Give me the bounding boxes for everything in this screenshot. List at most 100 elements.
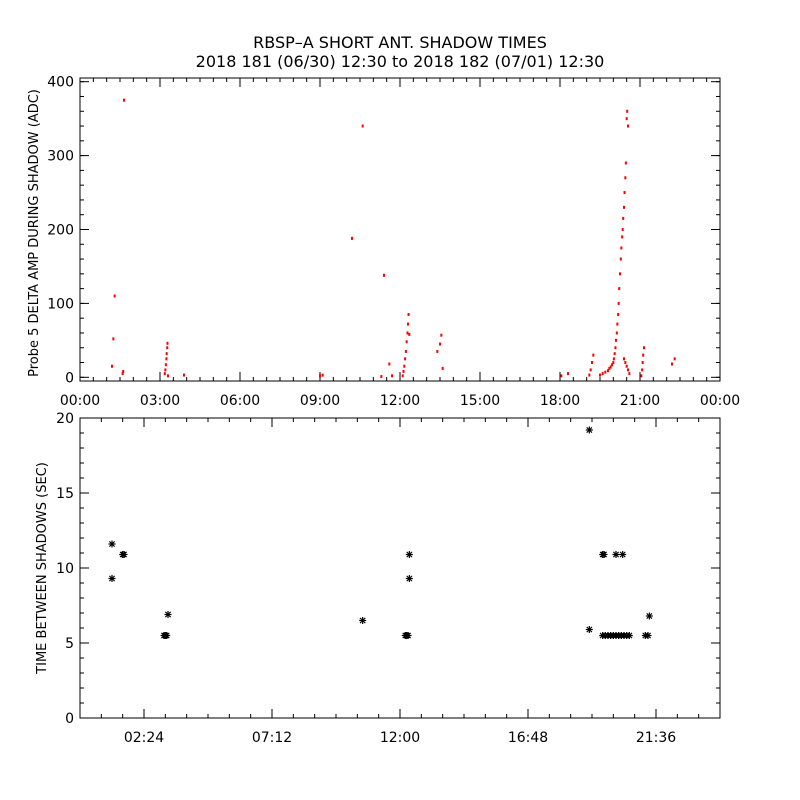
bottom-y-tick-label: 20	[56, 411, 74, 427]
top-data-point	[165, 357, 168, 361]
top-data-point	[405, 340, 408, 344]
top-data-point	[611, 363, 613, 367]
top-data-point	[625, 117, 628, 121]
top-data-point	[592, 353, 595, 357]
top-data-point	[624, 161, 627, 165]
top-data-point	[601, 372, 604, 376]
top-data-point	[612, 361, 615, 365]
top-data-point	[628, 372, 631, 376]
top-data-point	[407, 322, 409, 326]
top-data-point	[607, 369, 609, 373]
bottom-data-point	[405, 551, 413, 558]
top-data-point	[626, 109, 629, 113]
top-data-point	[608, 366, 611, 370]
bottom-data-point	[108, 540, 116, 548]
bottom-x-tick-label: 16:48	[508, 730, 548, 746]
bottom-x-tick-label: 12:00	[380, 730, 420, 746]
top-data-point	[404, 357, 407, 361]
top-data-point	[406, 331, 409, 335]
top-x-tick-label: 06:00	[220, 393, 260, 409]
top-panel-points	[111, 98, 676, 379]
top-data-point	[624, 361, 627, 365]
top-data-point	[616, 322, 619, 326]
top-data-point	[165, 352, 168, 356]
top-data-point	[404, 349, 407, 353]
top-data-point	[621, 228, 624, 231]
top-panel: 00:00 03:00 06:00 09:00 12:00 15:00 18:00 21:00…	[27, 75, 740, 409]
top-data-point	[622, 216, 625, 220]
bottom-data-point	[108, 575, 116, 582]
bottom-data-point	[164, 611, 172, 618]
top-data-point	[617, 312, 620, 316]
top-data-point	[391, 374, 393, 378]
top-data-point	[111, 364, 113, 368]
top-data-point	[615, 331, 618, 335]
top-data-point	[625, 364, 628, 368]
top-data-point	[112, 337, 115, 341]
top-data-point	[641, 361, 644, 365]
top-data-point	[609, 365, 612, 369]
bottom-data-point	[404, 632, 412, 639]
top-data-point	[621, 235, 624, 239]
top-data-point	[388, 362, 391, 366]
top-y-tick-label: 200	[47, 223, 74, 239]
bottom-panel-points	[108, 426, 653, 639]
top-data-point	[319, 374, 321, 378]
top-data-point	[164, 363, 167, 367]
top-data-point	[627, 124, 629, 128]
bottom-y-tick-label: 0	[65, 711, 74, 727]
top-y-tick-label: 300	[47, 149, 74, 165]
top-data-point	[640, 374, 643, 378]
top-data-point	[440, 333, 443, 337]
bottom-data-point	[612, 551, 620, 558]
top-x-tick-label: 18:00	[540, 393, 580, 409]
top-data-point	[617, 301, 620, 305]
top-data-point	[614, 346, 617, 350]
top-data-point	[163, 372, 166, 376]
top-data-point	[643, 346, 645, 350]
top-x-tick-label: 12:00	[380, 393, 420, 409]
bottom-data-point	[585, 626, 593, 633]
bottom-data-point	[600, 551, 608, 558]
bottom-y-tick-label: 15	[56, 486, 74, 502]
bottom-data-point	[619, 551, 627, 558]
bottom-data-point	[120, 551, 128, 558]
top-data-point	[321, 373, 324, 377]
top-data-point	[402, 369, 405, 373]
bottom-data-point	[644, 632, 652, 639]
top-data-point	[641, 368, 644, 372]
bottom-data-point	[359, 617, 367, 624]
bottom-y-tick-label: 5	[65, 636, 74, 652]
top-y-tick-label: 0	[65, 370, 74, 386]
top-data-point	[627, 368, 629, 372]
top-data-point	[620, 246, 623, 250]
top-data-point	[612, 357, 615, 361]
bottom-y-tick-label: 10	[56, 561, 74, 577]
top-data-point	[113, 294, 116, 298]
top-y-axis-label: Probe 5 DELTA AMP DURING SHADOW (ADC)	[27, 89, 42, 377]
bottom-x-tick-label: 07:12	[252, 730, 292, 746]
bottom-panel: 02:24 07:12 12:00 16:48 21:36 0 5 10 15 20 TIME B…	[35, 411, 721, 746]
top-data-point	[439, 342, 441, 346]
top-x-tick-label: 15:00	[460, 393, 500, 409]
top-data-point	[567, 372, 569, 376]
top-data-point	[401, 374, 404, 378]
top-x-tick-label: 00:00	[60, 393, 100, 409]
top-x-tick-label: 00:00	[700, 393, 740, 409]
top-data-point	[599, 373, 601, 377]
top-x-tick-label: 09:00	[300, 393, 340, 409]
bottom-y-axis-label: TIME BETWEEN SHADOWS (SEC)	[35, 462, 50, 675]
top-data-point	[183, 373, 185, 377]
top-data-point	[671, 362, 673, 366]
top-data-point	[560, 374, 563, 378]
bottom-x-tick-label: 21:36	[636, 730, 676, 746]
top-data-point	[615, 338, 617, 342]
top-data-point	[642, 353, 645, 357]
top-data-point	[123, 98, 125, 102]
top-data-point	[441, 366, 444, 370]
top-y-tick-label: 400	[47, 75, 74, 91]
top-data-point	[589, 368, 592, 372]
bottom-data-point	[585, 426, 593, 434]
top-data-point	[383, 273, 385, 277]
